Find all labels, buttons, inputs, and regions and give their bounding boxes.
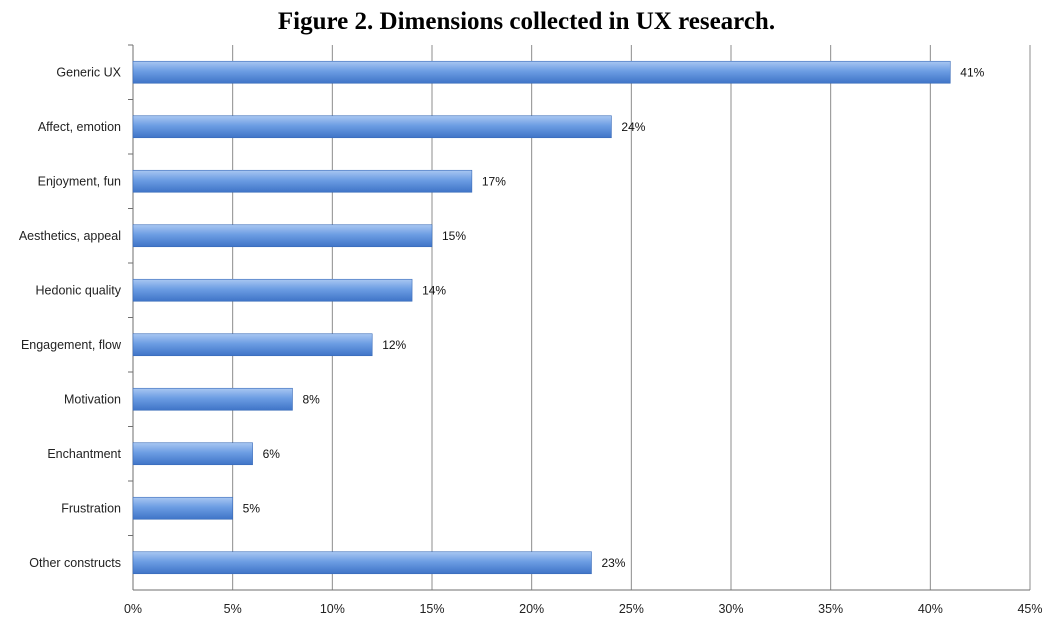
category-label: Other constructs: [29, 556, 121, 570]
x-tick-label: 30%: [718, 602, 743, 616]
x-tick-label: 20%: [519, 602, 544, 616]
category-label: Motivation: [64, 392, 121, 406]
category-label: Generic UX: [56, 65, 121, 79]
category-label: Hedonic quality: [36, 283, 122, 297]
data-label: 5%: [243, 501, 261, 515]
x-tick-label: 25%: [619, 602, 644, 616]
category-label: Engagement, flow: [21, 338, 122, 352]
data-label: 17%: [482, 174, 506, 188]
data-label: 24%: [621, 120, 645, 134]
bar: [132, 115, 612, 139]
data-label: 8%: [302, 392, 320, 406]
x-tick-label: 5%: [224, 602, 242, 616]
bars: [132, 60, 951, 575]
category-label: Aesthetics, appeal: [19, 229, 121, 243]
bar: [132, 496, 233, 520]
bar: [132, 169, 473, 193]
bar: [132, 60, 951, 84]
x-tick-label: 10%: [320, 602, 345, 616]
x-tick-label: 0%: [124, 602, 142, 616]
bar: [132, 278, 413, 302]
chart-title: Figure 2. Dimensions collected in UX res…: [277, 8, 776, 35]
data-label: 12%: [382, 338, 406, 352]
x-tick-label: 35%: [818, 602, 843, 616]
labels: 0% 5% 10% 15% 20% 25% 30% 35% 40% 45% Generic UX 41…: [19, 65, 1043, 616]
category-label: Enjoyment, fun: [38, 174, 121, 188]
data-label: 23%: [601, 556, 625, 570]
data-label: 41%: [960, 65, 984, 79]
bar: [132, 551, 592, 575]
data-label: 6%: [263, 447, 281, 461]
category-label: Frustration: [61, 501, 121, 515]
category-label: Enchantment: [47, 447, 121, 461]
bar: [132, 224, 433, 248]
bar: [132, 333, 373, 357]
bar: [132, 387, 293, 411]
x-tick-label: 45%: [1017, 602, 1042, 616]
data-label: 15%: [442, 229, 466, 243]
x-tick-label: 40%: [918, 602, 943, 616]
x-tick-label: 15%: [419, 602, 444, 616]
bar: [132, 442, 253, 466]
data-label: 14%: [422, 283, 446, 297]
category-label: Affect, emotion: [38, 120, 121, 134]
